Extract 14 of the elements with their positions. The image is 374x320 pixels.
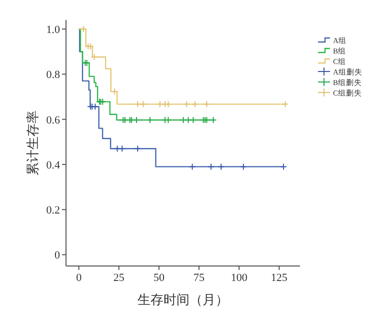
y-tick-label: 0.8 — [46, 69, 60, 82]
y-axis-title: 累计生存率 — [25, 110, 40, 176]
x-tick-label: 125 — [270, 272, 288, 284]
y-tick-label: 0.4 — [46, 159, 60, 172]
x-tick-label: 75 — [194, 272, 206, 284]
x-axis-title: 生存时间（月） — [138, 292, 228, 307]
x-tick-label: 50 — [153, 272, 165, 284]
y-tick-label: 0 — [54, 250, 60, 262]
x-tick-label: 0 — [76, 272, 82, 284]
x-tick-label: 100 — [230, 272, 248, 284]
y-tick-label: 0.6 — [46, 114, 60, 126]
x-tick-label: 25 — [113, 272, 125, 284]
y-tick-label: 1.0 — [46, 24, 60, 36]
y-tick-label: 0.2 — [46, 204, 60, 217]
